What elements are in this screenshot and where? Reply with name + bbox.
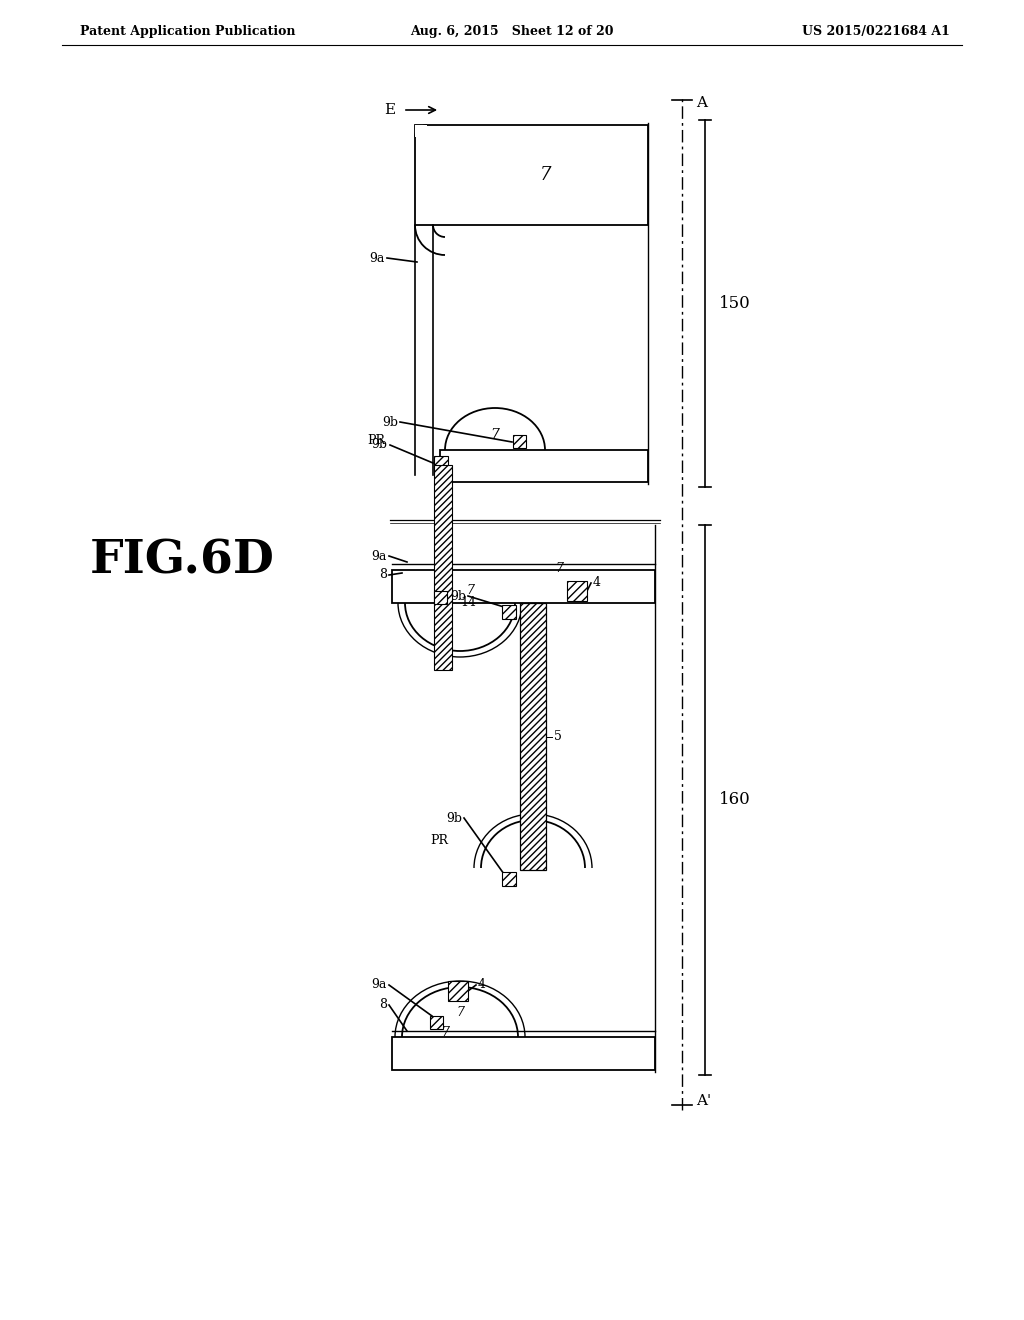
- Bar: [392, 1038, 655, 1071]
- Text: 7: 7: [441, 1027, 449, 1040]
- Text: 9b: 9b: [382, 416, 398, 429]
- Text: 5: 5: [554, 730, 562, 743]
- Bar: [415, 125, 427, 137]
- Text: E: E: [384, 103, 395, 117]
- Text: 9a: 9a: [372, 978, 387, 991]
- Text: A': A': [696, 1094, 711, 1107]
- Bar: [434, 591, 447, 605]
- Bar: [430, 1016, 443, 1030]
- Bar: [449, 981, 468, 1001]
- Text: 7: 7: [456, 1006, 464, 1019]
- Bar: [502, 605, 516, 619]
- Text: A: A: [696, 96, 707, 110]
- Text: US 2015/0221684 A1: US 2015/0221684 A1: [802, 25, 950, 38]
- Text: 4: 4: [593, 577, 601, 590]
- Text: 160: 160: [719, 792, 751, 808]
- Bar: [513, 436, 526, 447]
- Bar: [415, 125, 648, 224]
- Bar: [520, 603, 546, 870]
- Bar: [440, 450, 648, 482]
- Text: PR: PR: [430, 833, 449, 846]
- Text: Aug. 6, 2015   Sheet 12 of 20: Aug. 6, 2015 Sheet 12 of 20: [411, 25, 613, 38]
- Bar: [567, 581, 587, 601]
- Text: Patent Application Publication: Patent Application Publication: [80, 25, 296, 38]
- Text: PR: PR: [367, 433, 385, 446]
- Bar: [392, 570, 655, 603]
- Text: 8: 8: [379, 569, 387, 582]
- Text: 7: 7: [555, 561, 563, 574]
- Text: 4: 4: [478, 978, 486, 991]
- Text: 7: 7: [490, 428, 500, 442]
- Text: 150: 150: [719, 296, 751, 313]
- Text: 14: 14: [460, 595, 476, 609]
- Bar: [434, 455, 449, 470]
- Text: 8: 8: [379, 998, 387, 1011]
- Text: 9b: 9b: [450, 590, 466, 602]
- Text: 7: 7: [466, 585, 474, 598]
- Text: FIG.6D: FIG.6D: [89, 537, 274, 583]
- Text: 9a: 9a: [370, 252, 385, 264]
- Text: 9b: 9b: [371, 438, 387, 451]
- Text: 7: 7: [541, 166, 552, 183]
- Text: 9b: 9b: [446, 812, 462, 825]
- Text: 9a: 9a: [372, 549, 387, 562]
- Bar: [502, 873, 516, 886]
- Bar: [434, 465, 452, 671]
